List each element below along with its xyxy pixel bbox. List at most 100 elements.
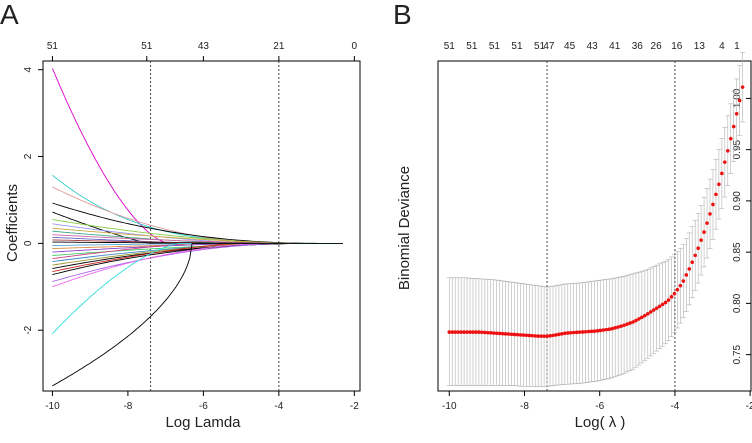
chart-b-point-22 — [512, 332, 517, 337]
chart-b-point-34 — [548, 333, 552, 338]
chart-b-point-10 — [477, 330, 481, 334]
chart-b-point-78 — [678, 283, 683, 288]
panel-label-a: A — [0, 0, 19, 30]
chart-b-point-43 — [574, 330, 579, 335]
chart-b-point-31 — [539, 334, 543, 338]
chart-b-point-76 — [672, 291, 677, 296]
chart-b-point-25 — [521, 333, 526, 337]
chart-b-point-14 — [488, 331, 493, 335]
chart-b: -10 -8 -6 -4 -2 0.75 0.80 0.85 0.90 0.95 1.00 51 51 5… — [437, 41, 752, 412]
chart-b-point-73 — [663, 300, 668, 305]
chart-a-series-5 — [52, 211, 343, 244]
chart-a-series-9 — [52, 230, 343, 244]
chart-b-point-3 — [456, 330, 460, 334]
chart-b-xtick-label-4: -2 — [746, 401, 752, 412]
chart-b-point-6 — [465, 330, 469, 334]
chart-b-toplabel-5: 47 — [543, 41, 555, 52]
chart-b-point-70 — [654, 306, 659, 310]
chart-b-point-35 — [551, 333, 555, 338]
chart-a-xlabel: Log Lamda — [165, 414, 241, 431]
chart-a-series-22 — [52, 242, 343, 273]
chart-b-point-53 — [604, 327, 609, 332]
chart-a-toplabel-2: 43 — [198, 41, 210, 52]
chart-a-xtick-label-2: -6 — [199, 401, 208, 412]
chart-b-point-62 — [631, 320, 635, 324]
chart-a: -10 -8 -6 -4 -2 -2 0 2 4 51 51 43 21 0 — [23, 41, 361, 412]
chart-b-point-51 — [598, 328, 603, 333]
chart-b-xlabel: Log( λ ) — [575, 414, 626, 431]
chart-b-point-8 — [471, 330, 475, 334]
chart-b-point-9 — [474, 330, 478, 334]
chart-b-toplabel-11: 16 — [671, 41, 683, 52]
chart-a-series-27 — [52, 242, 343, 387]
chart-b-toplabel-6: 45 — [564, 41, 576, 52]
chart-b-point-88 — [708, 212, 712, 216]
chart-b-point-41 — [568, 330, 573, 335]
chart-b-point-91 — [717, 182, 721, 187]
chart-a-toplabel-3: 21 — [273, 41, 285, 52]
chart-b-point-24 — [518, 333, 523, 337]
chart-b-toplabel-3: 51 — [511, 41, 523, 52]
chart-b-point-64 — [637, 317, 641, 321]
chart-b-point-71 — [657, 304, 662, 309]
chart-b-ytick-label-0: 0.75 — [732, 344, 743, 364]
chart-a-series-8 — [52, 227, 343, 244]
chart-b-point-94 — [725, 148, 730, 153]
chart-b-point-65 — [640, 315, 644, 320]
chart-b-point-98 — [737, 98, 742, 103]
chart-b-toplabel-10: 26 — [651, 41, 663, 52]
chart-b-xtick-label-3: -4 — [670, 401, 679, 412]
chart-b-point-19 — [503, 332, 508, 336]
chart-b-toplabel-1: 51 — [466, 41, 478, 52]
chart-a-series-1 — [51, 68, 343, 244]
chart-b-point-61 — [628, 321, 632, 325]
chart-b-point-95 — [728, 136, 733, 141]
chart-b-point-86 — [702, 230, 706, 234]
chart-b-toplabel-14: 1 — [734, 41, 740, 52]
chart-b-point-50 — [595, 329, 600, 333]
chart-b-point-36 — [554, 333, 558, 337]
chart-b-point-32 — [542, 334, 546, 338]
chart-b-point-26 — [524, 333, 529, 338]
chart-b-point-68 — [648, 310, 653, 314]
chart-b-point-58 — [619, 324, 623, 329]
chart-a-ytick-label-2: 2 — [23, 153, 34, 159]
chart-b-point-27 — [527, 333, 532, 338]
chart-b-point-96 — [731, 124, 736, 129]
chart-b-point-81 — [687, 267, 692, 271]
chart-b-point-48 — [589, 329, 594, 334]
chart-b-point-11 — [480, 330, 484, 335]
chart-a-toplabel-4: 0 — [352, 41, 358, 52]
chart-b-point-18 — [500, 331, 505, 336]
chart-a-xtick-label-4: -2 — [350, 401, 359, 412]
chart-b-point-83 — [693, 253, 697, 258]
chart-b-point-55 — [610, 326, 615, 331]
panel-label-b: B — [393, 0, 412, 30]
chart-b-point-4 — [459, 330, 463, 334]
chart-b-point-45 — [580, 330, 585, 334]
chart-b-ylabel: Binomial Deviance — [396, 166, 413, 290]
chart-b-point-54 — [607, 327, 612, 332]
chart-b-ytick-label-2: 0.85 — [732, 242, 743, 262]
chart-b-point-29 — [533, 334, 538, 338]
chart-b-point-46 — [583, 329, 588, 334]
chart-b-point-42 — [571, 330, 576, 335]
chart-a-ytick-label-3: 4 — [23, 66, 34, 72]
chart-b-point-85 — [699, 238, 703, 242]
chart-b-ytick-label-3: 0.90 — [732, 191, 743, 211]
chart-a-xtick-label-0: -10 — [45, 401, 60, 412]
chart-b-toplabel-13: 4 — [719, 41, 725, 52]
chart-b-point-40 — [565, 331, 570, 335]
chart-a-series-26 — [52, 242, 343, 335]
chart-b-point-66 — [643, 313, 647, 318]
chart-b-point-44 — [577, 330, 582, 334]
chart-b-point-97 — [734, 111, 739, 116]
chart-b-toplabel-7: 43 — [587, 41, 599, 52]
chart-b-point-57 — [616, 325, 620, 329]
chart-b-ytick-label-1: 0.80 — [732, 293, 743, 313]
chart-a-series-15 — [52, 242, 343, 250]
chart-b-point-75 — [669, 295, 674, 299]
chart-b-frame — [437, 60, 752, 392]
chart-b-point-74 — [666, 298, 671, 302]
